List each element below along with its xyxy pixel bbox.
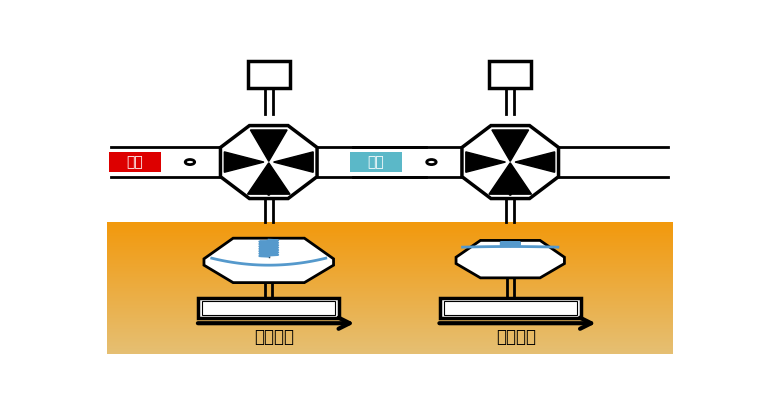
Bar	[248, 61, 290, 87]
Text: 高压: 高压	[126, 155, 143, 169]
Text: 水流方向: 水流方向	[255, 328, 295, 346]
Polygon shape	[466, 152, 505, 172]
Bar	[439, 298, 581, 318]
Bar	[202, 301, 335, 315]
Bar	[444, 301, 577, 315]
Polygon shape	[248, 163, 290, 194]
Text: 水流方向: 水流方向	[496, 328, 536, 346]
Bar	[350, 152, 402, 172]
Bar	[198, 298, 340, 318]
Polygon shape	[462, 126, 559, 199]
Polygon shape	[220, 126, 317, 199]
Polygon shape	[515, 152, 555, 172]
Bar	[489, 61, 531, 87]
Polygon shape	[274, 152, 313, 172]
Bar	[109, 152, 160, 172]
Polygon shape	[489, 163, 531, 194]
Text: 低压: 低压	[368, 155, 385, 169]
Polygon shape	[456, 241, 565, 278]
Polygon shape	[224, 152, 264, 172]
Polygon shape	[492, 130, 529, 162]
Polygon shape	[204, 238, 334, 283]
Polygon shape	[250, 130, 287, 162]
